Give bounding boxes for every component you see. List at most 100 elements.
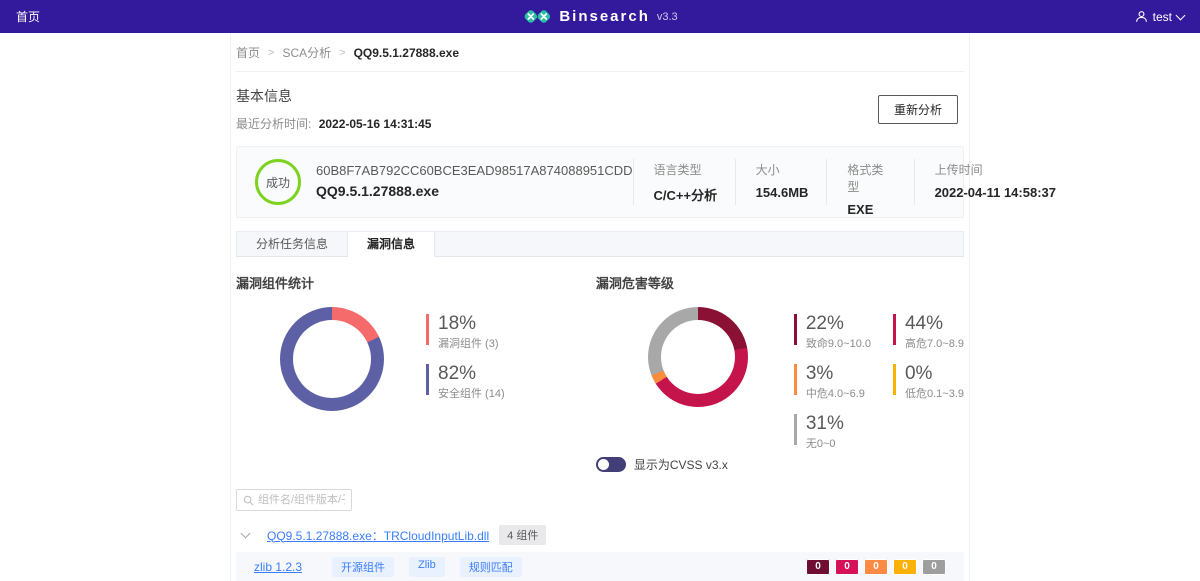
component-search-input[interactable]: [258, 494, 345, 506]
breadcrumb-sca[interactable]: SCA分析: [282, 46, 332, 60]
severity-count-badge: 0: [806, 559, 830, 575]
donut-chart-severity: [647, 307, 748, 407]
breadcrumb-separator: >: [339, 46, 346, 59]
field-value: C/C++分析: [653, 188, 718, 203]
legend-color-bar: [793, 314, 797, 345]
field-label: 大小: [755, 163, 780, 177]
legend-percent: 44%: [904, 313, 944, 334]
legend-item: 18% 漏洞组件 (3): [426, 314, 505, 351]
cvss-toggle-row: 显示为CVSS v3.x: [595, 456, 964, 473]
legend-label: 安全组件 (14): [438, 388, 505, 400]
legend-label: 中危4.0~6.9: [805, 388, 865, 400]
field-label: 上传时间: [934, 163, 983, 177]
legend-label: 高危7.0~8.9: [904, 338, 964, 350]
component-tags: 开源组件 Zlib 规则匹配: [332, 557, 522, 577]
legend-item: 44% 高危7.0~8.9: [892, 313, 964, 351]
file-hash: 60B8F7AB792CC60BCE3EAD98517A874088951CDD: [316, 163, 633, 179]
field-size: 大小 154.6MB: [734, 159, 827, 205]
component-group: QQ9.5.1.27888.exe：TRCloudInputLib.dll 4 …: [236, 521, 964, 581]
legend-percent: 0%: [904, 363, 933, 384]
last-analysis-time-value: 2022-05-16 14:31:45: [318, 117, 432, 131]
field-label: 语言类型: [653, 163, 702, 177]
component-count-badge: 4 组件: [499, 525, 547, 545]
status-success-circle: 成功: [255, 159, 301, 205]
donut-chart-components: [280, 307, 384, 411]
severity-count-badge: 0: [835, 559, 859, 575]
legend-label: 漏洞组件 (3): [438, 338, 499, 350]
legend-percent: 31%: [805, 413, 844, 434]
tab-bar: 分析任务信息 漏洞信息: [236, 231, 964, 257]
field-label: 格式类型: [847, 163, 884, 194]
legend-label: 低危0.1~3.9: [904, 388, 964, 400]
vuln-severity-chart: 漏洞危害等级 22% 致命9.0~10.0 3% 中危4.0~6.9 31% 无0~0 4…: [595, 273, 964, 473]
chart-title-severity: 漏洞危害等级: [595, 276, 674, 291]
search-icon: [243, 495, 254, 506]
main-container: 首页 > SCA分析 > QQ9.5.1.27888.exe 基本信息 最近分析…: [230, 33, 1056, 581]
legend-color-bar: [426, 364, 429, 395]
legend-color-bar: [793, 414, 797, 445]
legend-item: 22% 致命9.0~10.0: [793, 313, 871, 351]
legend-color-bar: [892, 364, 896, 395]
basic-info-header: 基本信息 最近分析时间: 2022-05-16 14:31:45 重新分析: [236, 72, 964, 132]
legend-color-bar: [426, 314, 429, 345]
cvss-version-toggle[interactable]: [595, 457, 626, 472]
legend-percent: 3%: [805, 363, 834, 384]
legend-item: 0% 低危0.1~3.9: [892, 363, 964, 401]
breadcrumb-home[interactable]: 首页: [236, 46, 261, 60]
component-groups: QQ9.5.1.27888.exe：TRCloudInputLib.dll 4 …: [236, 521, 964, 581]
field-value: EXE: [847, 202, 874, 217]
legend-item: 3% 中危4.0~6.9: [793, 363, 871, 401]
legend-item: 31% 无0~0: [793, 413, 871, 451]
component-tag[interactable]: 规则匹配: [459, 557, 522, 577]
group-header: QQ9.5.1.27888.exe：TRCloudInputLib.dll 4 …: [236, 521, 964, 552]
section-title-basic-info: 基本信息: [236, 88, 292, 104]
last-analysis-time-label: 最近分析时间:: [236, 117, 312, 131]
severity-count-badge: 0: [864, 559, 888, 575]
breadcrumb-separator: >: [268, 46, 275, 59]
field-value: 154.6MB: [755, 185, 809, 200]
file-attribute-fields: 语言类型 C/C++分析 大小 154.6MB 格式类型 EXE 上传时间 20…: [632, 159, 1072, 217]
breadcrumb: 首页 > SCA分析 > QQ9.5.1.27888.exe: [236, 33, 964, 72]
username-label: test: [1152, 9, 1172, 24]
tab-vulnerability-info[interactable]: 漏洞信息: [347, 232, 436, 257]
collapse-chevron-icon[interactable]: [240, 528, 251, 539]
legend-color-bar: [892, 314, 896, 345]
user-icon: [1135, 10, 1148, 23]
chart-title-components: 漏洞组件统计: [236, 276, 315, 291]
legend-label: 无0~0: [805, 438, 836, 450]
component-link[interactable]: zlib 1.2.3: [254, 560, 303, 574]
field-value: 2022-04-11 14:58:37: [934, 185, 1056, 200]
legend-label: 致命9.0~10.0: [805, 338, 871, 350]
top-navigation-bar: 首页 Binsearch v3.3 test: [0, 0, 1200, 33]
breadcrumb-current-file: QQ9.5.1.27888.exe: [353, 45, 459, 60]
field-format-type: 格式类型 EXE: [826, 159, 913, 217]
legend-color-bar: [793, 364, 797, 395]
cvss-toggle-label: 显示为CVSS v3.x: [633, 458, 728, 472]
user-menu[interactable]: test: [1135, 9, 1186, 24]
severity-count-badge: 0: [893, 559, 917, 575]
brand-name: Binsearch: [559, 8, 650, 25]
file-info-card: 成功 60B8F7AB792CC60BCE3EAD98517A874088951…: [236, 146, 1056, 218]
component-tag[interactable]: Zlib: [409, 557, 445, 577]
file-name: QQ9.5.1.27888.exe: [316, 183, 439, 200]
brand-logo: Binsearch v3.3: [522, 0, 678, 33]
legend-severity-col2: 44% 高危7.0~8.9 0% 低危0.1~3.9: [892, 313, 964, 464]
legend-percent: 22%: [805, 313, 844, 334]
subfile-link[interactable]: QQ9.5.1.27888.exe：TRCloudInputLib.dll: [267, 528, 490, 543]
component-search-box[interactable]: [236, 489, 352, 511]
legend-percent: 18%: [438, 313, 477, 334]
tab-analysis-task-info[interactable]: 分析任务信息: [256, 237, 329, 251]
field-upload-time: 上传时间 2022-04-11 14:58:37: [913, 159, 1072, 205]
toggle-knob: [597, 459, 609, 470]
reanalyze-button[interactable]: 重新分析: [877, 94, 958, 124]
legend-severity-col1: 22% 致命9.0~10.0 3% 中危4.0~6.9 31% 无0~0: [793, 313, 871, 464]
charts-section: 漏洞组件统计 18% 漏洞组件 (3) 82% 安全组件 (14) 漏洞危害等级 22…: [236, 257, 964, 473]
binsearch-logo-icon: [522, 8, 552, 25]
last-analysis-time: 最近分析时间: 2022-05-16 14:31:45: [236, 115, 431, 132]
vuln-component-chart: 漏洞组件统计 18% 漏洞组件 (3) 82% 安全组件 (14): [236, 273, 596, 473]
nav-home-link[interactable]: 首页: [16, 10, 41, 24]
component-tag[interactable]: 开源组件: [332, 557, 394, 577]
